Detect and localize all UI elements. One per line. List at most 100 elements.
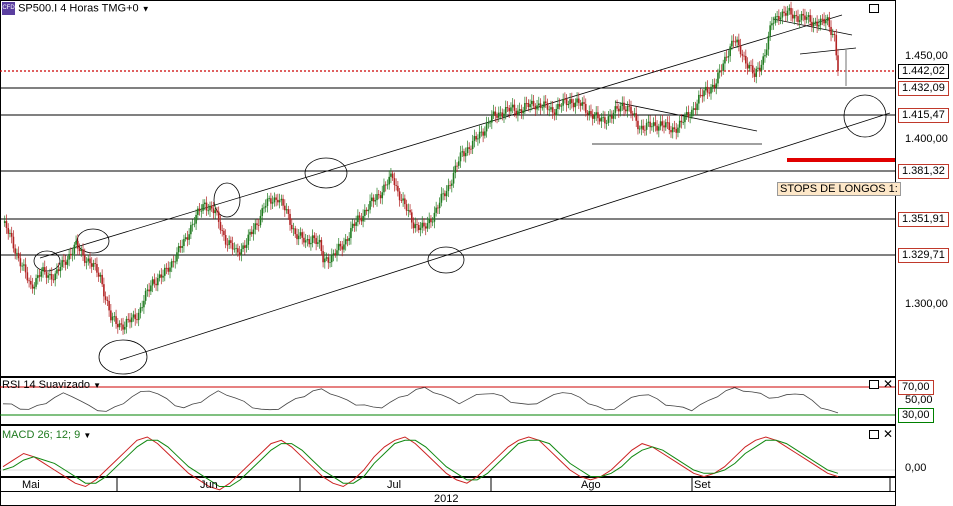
candle-body [654,122,657,126]
candle-body [148,289,150,292]
candle-body [14,248,16,254]
candle-body [642,125,644,130]
candle-body [463,151,465,157]
candle-body [555,108,557,116]
candle-body [195,214,197,224]
candle-body [699,94,702,96]
candle-body [339,243,342,247]
candle-body [190,225,192,235]
candle-body [317,242,319,244]
dropdown-arrow-icon[interactable]: ▼ [83,431,92,440]
candle-body [209,205,211,211]
candle-body [372,197,375,202]
candle-body [273,197,276,203]
maximize-button[interactable] [869,4,879,13]
candle-body [600,117,603,122]
price-tick: 1.400,00 [905,133,948,145]
rsi-header[interactable]: RSI 14 Suavizado ▼ [2,379,101,391]
candle-body [520,109,523,114]
rsi-tick: 70,00 [898,380,934,395]
candle-body [388,176,390,185]
maximize-button[interactable] [869,380,879,389]
candle-body [162,275,164,278]
candle-body [605,122,608,124]
candle-body [296,234,298,240]
candle-body [54,273,56,281]
candle-body [85,261,88,263]
candle-body [280,198,283,201]
candle-body [108,300,110,311]
current-price-tag: 1.442,02 [898,64,949,79]
candle-body [811,21,813,27]
candle-body [499,112,502,114]
candle-body [266,198,269,206]
candle-body [417,224,420,231]
candle-body [68,253,70,260]
candle-body [66,259,69,265]
candle-body [64,261,67,265]
candle-body [61,260,63,267]
candle-body [487,122,490,124]
candle-body [244,245,246,248]
candle-body [386,184,389,186]
candle-body [87,258,90,262]
candle-body [477,138,479,140]
close-icon[interactable]: ✕ [883,377,894,391]
candle-body [444,193,446,197]
candle-body [341,246,344,250]
candle-body [694,108,697,110]
candle-body [611,115,613,119]
candle-body [223,230,225,236]
dropdown-arrow-icon[interactable]: ▼ [141,4,150,14]
candle-body [129,319,131,323]
candle-body [442,193,444,195]
candle-body [165,267,168,269]
candle-body [745,55,747,64]
candle-body [242,245,244,250]
candle-body [263,207,265,209]
month-label: Set [694,479,711,491]
candle-body [760,64,763,71]
rsi-label: RSI 14 Suavizado [2,379,91,391]
candle-body [134,314,137,320]
candle-body [685,112,688,116]
candle-body [835,35,838,56]
candle-body [468,147,471,149]
candle-body [731,40,733,47]
candle-body [42,267,44,272]
time-axis-frame [0,477,896,492]
candle-body [564,99,566,100]
circle-mark [427,246,465,274]
instrument-header[interactable]: CFD SP500.I 4 Horas TMG+0 ▼ [2,2,150,15]
candle-body [167,267,170,272]
candle-body [562,99,564,106]
maximize-button[interactable] [869,430,879,439]
candle-body [767,35,770,50]
candle-body [673,127,676,129]
candle-body [197,208,199,215]
candle-body [616,106,618,109]
candle-body [597,112,599,119]
candle-body [527,103,530,108]
candle-body [478,131,481,139]
candle-body [110,310,112,321]
dropdown-arrow-icon[interactable]: ▼ [93,381,102,390]
macd-tick: 0,00 [905,462,927,474]
candle-body [560,105,563,107]
candle-body [765,49,768,56]
circle-mark [76,228,110,254]
candle-body [647,121,650,123]
macd-header[interactable]: MACD 26; 12; 9 ▼ [2,429,91,441]
close-icon[interactable]: ✕ [883,427,894,441]
candle-body [412,222,415,229]
candle-body [337,243,340,251]
candle-body [637,120,639,130]
candle-body [336,250,338,256]
candle-body [257,225,260,226]
candle-body [325,257,328,259]
candle-body [830,26,832,35]
candle-body [405,204,408,211]
candle-body [353,223,356,226]
candle-body [63,260,65,262]
